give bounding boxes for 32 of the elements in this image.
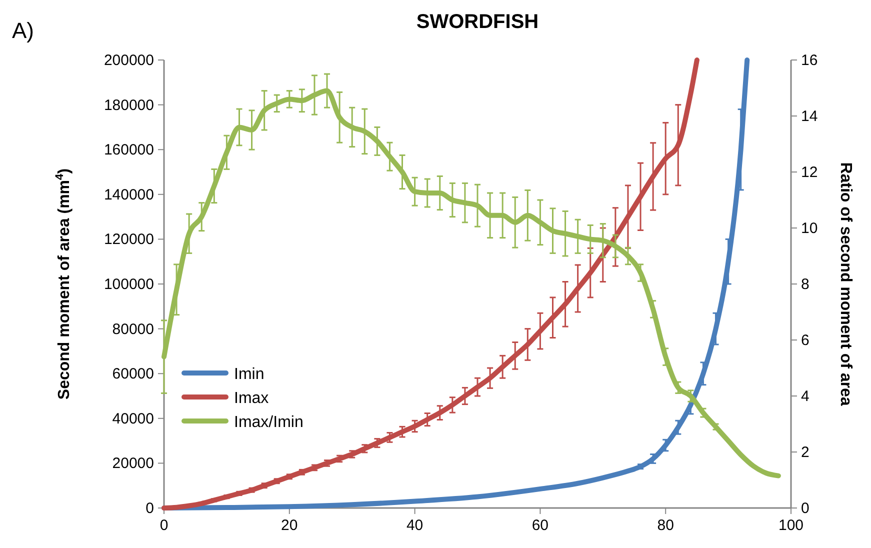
y2-tick-label: 12 bbox=[801, 164, 818, 181]
y-tick-label: 120000 bbox=[104, 231, 154, 248]
x-tick-label: 20 bbox=[281, 517, 298, 534]
x-tick-label: 0 bbox=[160, 517, 168, 534]
y2-tick-label: 6 bbox=[801, 332, 810, 349]
legend-label: Imin bbox=[234, 366, 264, 383]
x-tick-label: 80 bbox=[657, 517, 674, 534]
legend-label: Imax bbox=[234, 390, 269, 407]
y2-axis-title: Ratio of second moment of area bbox=[837, 162, 854, 406]
y2-tick-label: 10 bbox=[801, 220, 818, 237]
legend-label: Imax/Imin bbox=[234, 414, 304, 431]
y-tick-label: 200000 bbox=[104, 52, 154, 69]
text: A) bbox=[12, 18, 34, 43]
y2-tick-label: 4 bbox=[801, 388, 810, 405]
y2-tick-label: 16 bbox=[801, 52, 818, 69]
x-tick-label: 60 bbox=[532, 517, 549, 534]
x-tick-label: 100 bbox=[778, 517, 804, 534]
y-tick-label: 100000 bbox=[104, 276, 154, 293]
chart-title: SWORDFISH bbox=[416, 11, 539, 33]
y2-tick-label: 14 bbox=[801, 108, 818, 125]
y2-tick-label: 8 bbox=[801, 276, 810, 293]
y-tick-label: 0 bbox=[146, 500, 154, 517]
y-tick-label: 40000 bbox=[112, 410, 154, 428]
y2-tick-label: 0 bbox=[801, 500, 810, 517]
y2-tick-label: 2 bbox=[801, 444, 810, 461]
y-tick-label: 20000 bbox=[112, 455, 154, 472]
x-tick-label: 40 bbox=[406, 517, 424, 534]
y-tick-label: 180000 bbox=[104, 96, 154, 114]
y-tick-label: 160000 bbox=[104, 142, 154, 159]
y-tick-label: 140000 bbox=[104, 186, 154, 204]
y-tick-label: 60000 bbox=[112, 366, 154, 383]
y-tick-label: 80000 bbox=[112, 320, 154, 338]
